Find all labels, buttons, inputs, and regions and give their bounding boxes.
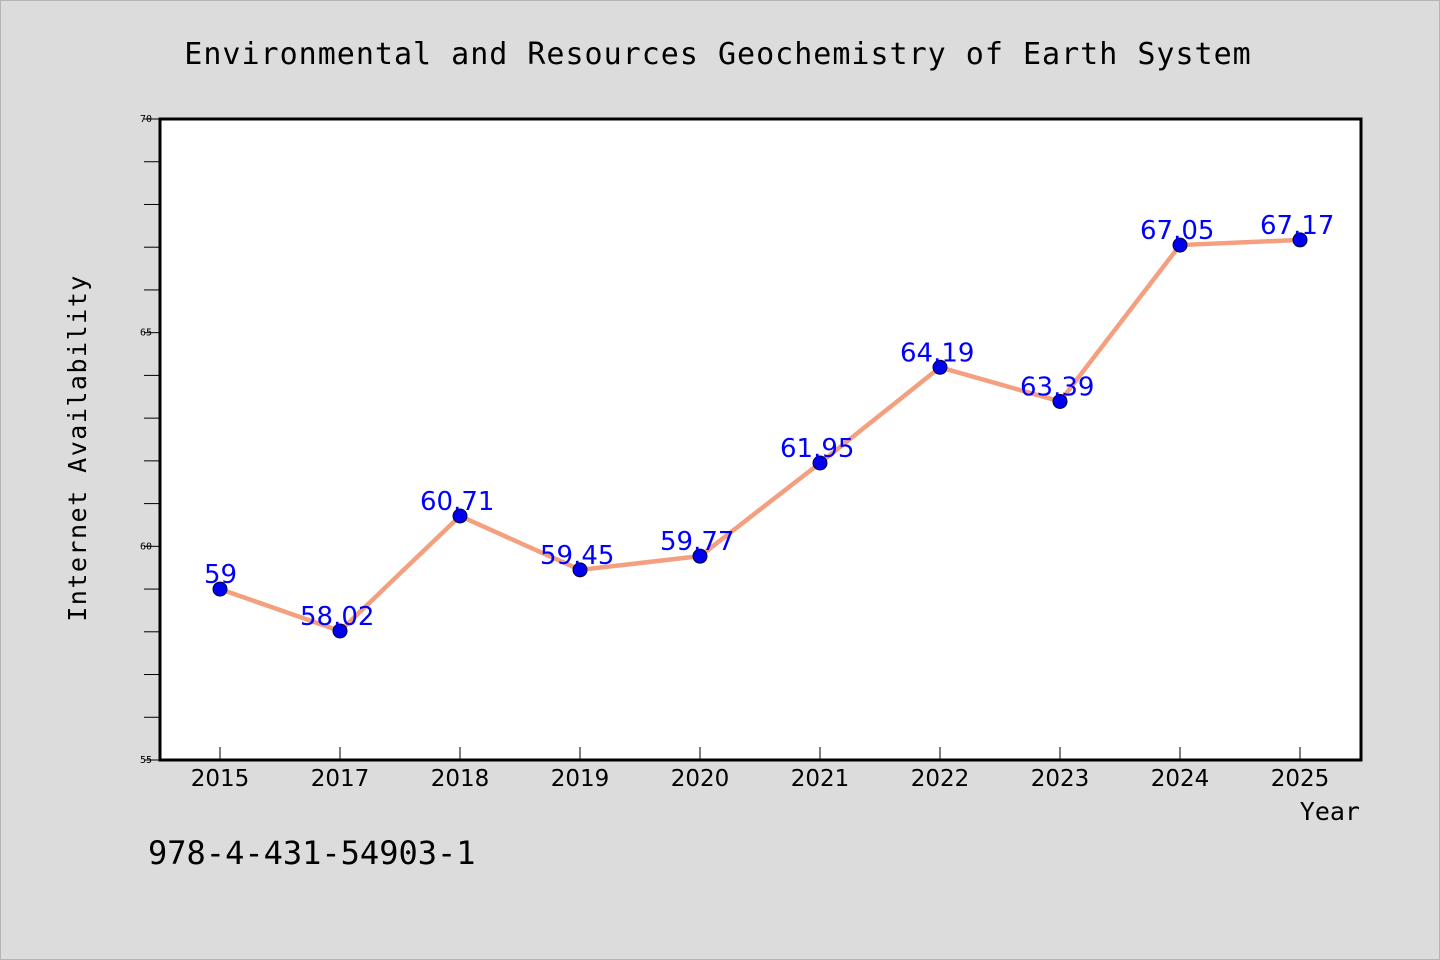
data-markers [212, 232, 1308, 639]
data-label: 59.77 [660, 527, 734, 557]
data-label: 63.39 [1020, 372, 1094, 402]
x-tick-label: 2019 [551, 766, 610, 792]
x-tick-label: 2018 [431, 766, 490, 792]
chart-title: Environmental and Resources Geochemistry… [184, 37, 1251, 72]
y-tick-label: 55 [140, 755, 152, 766]
data-point [932, 359, 948, 375]
x-axis-label: Year [1300, 797, 1360, 826]
data-point [1052, 393, 1068, 409]
y-axis: 55 60 65 70 [140, 114, 160, 766]
x-tick-label: 2015 [191, 766, 250, 792]
x-tick-label: 2017 [311, 766, 370, 792]
data-label: 58.02 [300, 602, 374, 632]
data-label: 60.71 [420, 487, 494, 517]
x-tick-label: 2023 [1031, 766, 1090, 792]
footer-isbn: 978-4-431-54903-1 [148, 834, 476, 872]
series-line [217, 237, 1303, 634]
x-axis: 2015 2017 2018 2019 2020 2021 2022 2023 2024 2025 [191, 747, 1330, 792]
data-point [1172, 237, 1188, 253]
y-tick-label: 60 [140, 541, 152, 552]
data-point [692, 548, 708, 564]
data-point [212, 581, 228, 597]
x-tick-label: 2021 [791, 766, 850, 792]
data-label: 67.17 [1260, 211, 1334, 241]
data-point [332, 623, 348, 639]
data-label: 64.19 [900, 338, 974, 368]
y-tick-label: 65 [140, 328, 152, 339]
data-point [452, 508, 468, 524]
x-tick-label: 2020 [671, 766, 730, 792]
data-label: 59 [204, 560, 237, 590]
plot-frame [158, 117, 1363, 762]
data-point [812, 455, 828, 471]
x-tick-label: 2025 [1271, 766, 1330, 792]
data-label: 61.95 [780, 434, 854, 464]
data-point [572, 562, 588, 578]
x-tick-label: 2024 [1151, 766, 1210, 792]
data-point [1292, 232, 1308, 248]
data-labels: 59 58.02 60.71 59.45 59.77 61.95 64.19 63.39 67.… [204, 211, 1334, 632]
x-tick-label: 2022 [911, 766, 970, 792]
plot-area [160, 119, 1361, 760]
y-tick-label: 70 [140, 114, 152, 125]
data-label: 59.45 [540, 541, 614, 571]
data-label: 67.05 [1140, 216, 1214, 246]
y-axis-label: Internet Availability [63, 274, 92, 622]
